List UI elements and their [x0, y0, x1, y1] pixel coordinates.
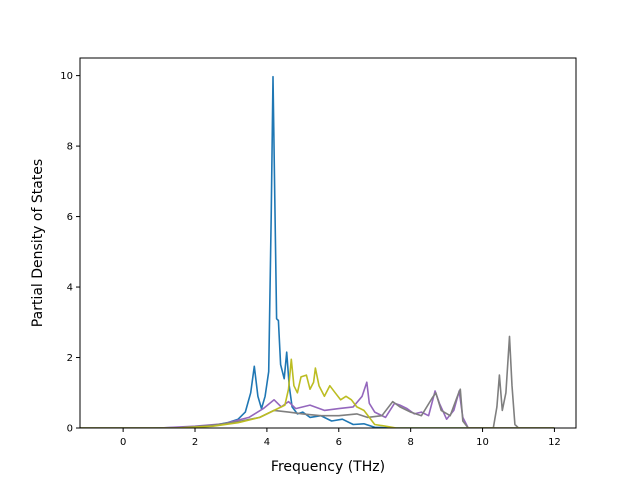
- series-layer: [80, 75, 555, 428]
- y-axis-ticks: 0 2 4 6 8 10: [60, 71, 80, 435]
- series-line-3: [80, 335, 555, 428]
- y-tick-label: 4: [67, 283, 73, 294]
- y-tick-label: 8: [67, 142, 73, 153]
- x-tick-label: 10: [476, 437, 489, 448]
- x-tick-label: 0: [120, 437, 126, 448]
- x-axis-ticks: 0 2 4 6 8 10 12: [120, 428, 561, 448]
- x-tick-label: 12: [548, 437, 561, 448]
- plot-frame: [79, 57, 577, 429]
- x-tick-label: 6: [336, 437, 342, 448]
- y-tick-label: 10: [60, 71, 73, 82]
- x-tick-label: 4: [264, 437, 270, 448]
- x-axis-label: Frequency (THz): [271, 459, 385, 475]
- y-tick-label: 2: [67, 353, 73, 364]
- series-line-1: [80, 75, 555, 428]
- y-tick-label: 0: [67, 424, 73, 435]
- y-axis-label: Partial Density of States: [30, 159, 46, 327]
- series-line-4: [80, 358, 555, 428]
- x-tick-label: 8: [407, 437, 413, 448]
- y-tick-label: 6: [67, 212, 73, 223]
- x-tick-label: 2: [192, 437, 198, 448]
- series-line-2: [80, 381, 555, 428]
